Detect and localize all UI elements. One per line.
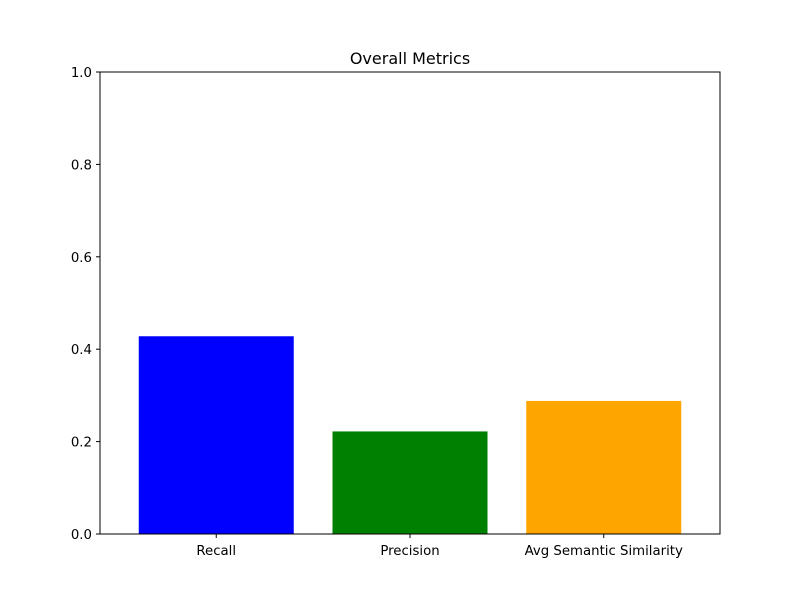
x-tick-label: Recall xyxy=(196,544,236,559)
x-tick-label: Precision xyxy=(380,544,439,559)
y-tick-label: 0.6 xyxy=(71,251,92,266)
x-tick-label: Avg Semantic Similarity xyxy=(525,544,683,559)
bars-group xyxy=(138,336,682,534)
chart-title: Overall Metrics xyxy=(350,49,470,68)
y-tick-label: 0.4 xyxy=(71,343,92,358)
y-tick-label: 0.0 xyxy=(71,528,92,543)
y-tick-label: 0.8 xyxy=(71,158,92,173)
bar-precision xyxy=(332,431,488,534)
plot-frame xyxy=(99,71,721,535)
x-axis: Recall Precision Avg Semantic Similarity xyxy=(196,534,683,559)
y-tick-label: 0.2 xyxy=(71,436,92,451)
y-axis: 0.0 0.2 0.4 0.6 0.8 1.0 xyxy=(71,66,100,543)
y-tick-label: 1.0 xyxy=(71,66,92,81)
bar-recall xyxy=(138,336,294,534)
bar-avg-semantic-similarity xyxy=(526,400,682,534)
